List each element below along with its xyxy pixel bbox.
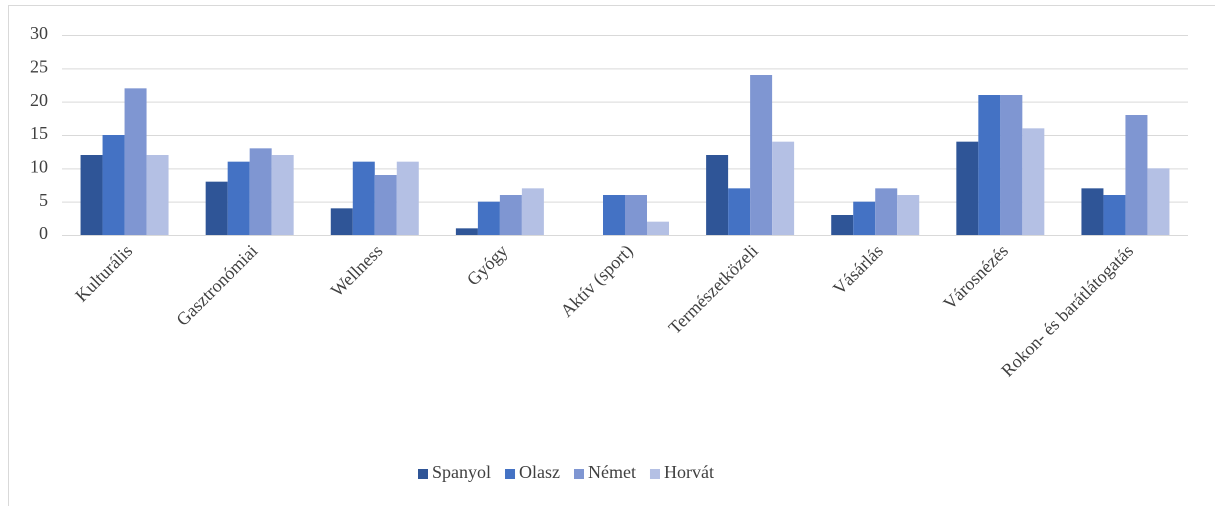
bar — [750, 75, 773, 235]
chart-frame — [8, 5, 1215, 506]
bar — [499, 195, 522, 235]
y-tick-label: 30 — [30, 23, 48, 43]
x-tick-label: Gasztronómiai — [172, 241, 261, 330]
bar — [1147, 168, 1170, 235]
bar — [521, 188, 544, 235]
legend-label: Spanyol — [432, 462, 491, 482]
x-tick-label: Vásárlás — [829, 241, 887, 299]
bar — [728, 188, 751, 235]
bar — [1125, 115, 1148, 235]
legend-swatch — [418, 469, 428, 479]
bar — [772, 141, 795, 235]
legend-swatch — [649, 469, 660, 479]
bar — [477, 201, 500, 235]
bar — [706, 155, 729, 235]
bar — [227, 161, 250, 235]
bar — [853, 201, 876, 235]
bar — [956, 141, 979, 235]
x-tick-label: Városnézés — [939, 241, 1012, 314]
x-tick-label: Aktív (sport) — [556, 241, 637, 322]
x-tick-label: Természetközeli — [664, 241, 761, 338]
bar — [625, 195, 647, 235]
bar — [1022, 128, 1045, 235]
bar — [1000, 95, 1023, 235]
bar — [455, 228, 478, 235]
legend-swatch — [505, 469, 516, 479]
bar — [271, 155, 294, 235]
bar — [1103, 195, 1126, 235]
bar — [831, 215, 854, 235]
legend-label: Olasz — [519, 462, 560, 482]
bar — [102, 135, 125, 235]
bar — [875, 188, 898, 235]
y-tick-label: 5 — [39, 190, 48, 210]
x-tick-label: Wellness — [327, 241, 387, 301]
bar — [647, 221, 669, 235]
bar — [603, 195, 625, 235]
y-tick-label: 0 — [39, 223, 48, 243]
bar — [249, 148, 272, 235]
y-tick-label: 15 — [30, 123, 48, 143]
x-tick-label: Gyógy — [463, 241, 512, 290]
legend-label: Horvát — [664, 462, 714, 482]
bar — [352, 161, 375, 235]
bar — [124, 88, 147, 235]
x-tick-label: Kulturális — [71, 241, 136, 306]
bar — [80, 155, 103, 235]
y-tick-label: 25 — [30, 56, 48, 76]
bar — [1081, 188, 1104, 235]
bar — [897, 195, 920, 235]
x-tick-label: Rokon- és barátlátogatás — [997, 241, 1137, 381]
bar — [205, 181, 228, 235]
y-tick-label: 10 — [30, 156, 48, 176]
bar — [396, 161, 419, 235]
bar — [146, 155, 169, 235]
legend-label: Német — [588, 462, 636, 482]
legend-swatch — [574, 469, 584, 479]
bar — [978, 95, 1001, 235]
bar — [330, 208, 353, 235]
bar — [374, 175, 397, 235]
y-tick-label: 20 — [30, 90, 48, 110]
